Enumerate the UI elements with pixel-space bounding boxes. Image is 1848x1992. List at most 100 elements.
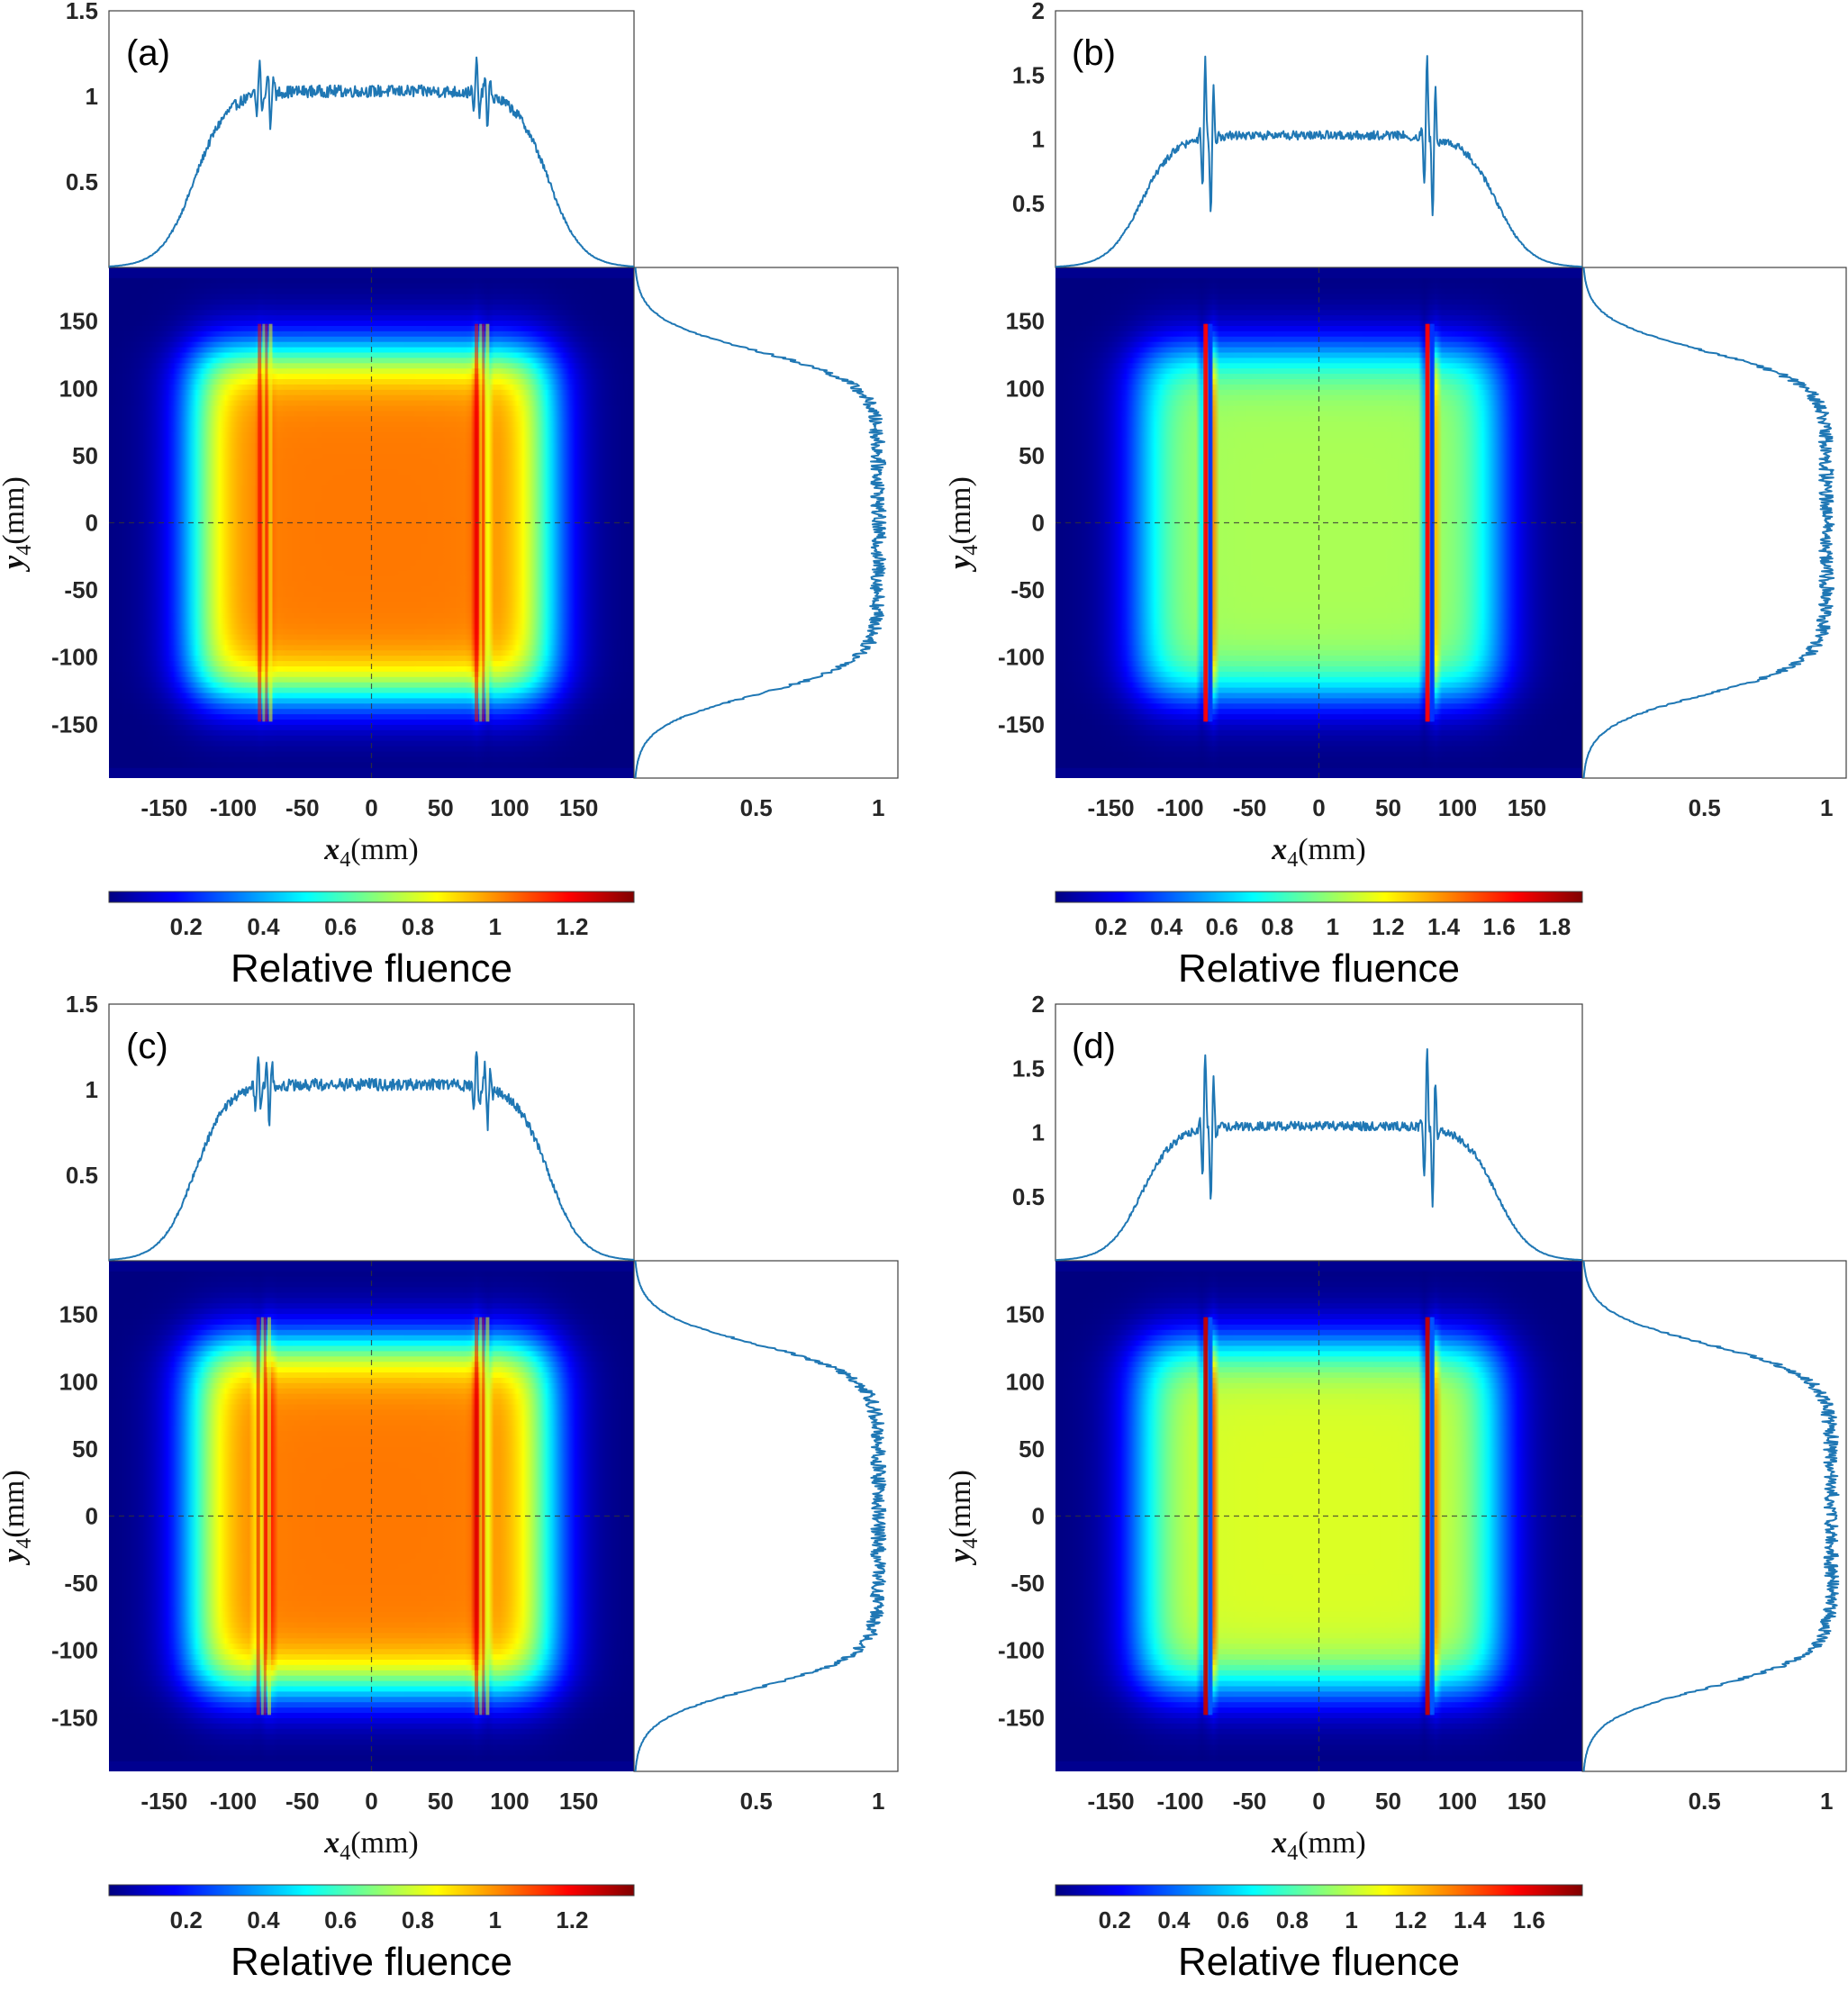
colorbar-strip — [108, 1884, 635, 1897]
colorbar-tick: 0.2 — [1099, 1906, 1131, 1933]
heatmap-row — [109, 720, 634, 726]
heatmap-row — [109, 1404, 634, 1410]
heatmap-row — [1055, 629, 1582, 636]
side-profile-(a): 0.5 1 — [633, 267, 899, 821]
x-tick-label: 100 — [490, 1788, 529, 1815]
x-tick-label: -150 — [1088, 794, 1135, 821]
heatmap-row — [1055, 310, 1582, 316]
heatmap-row — [109, 1643, 634, 1650]
heatmap-row — [1055, 379, 1582, 385]
heatmap-row — [1055, 1441, 1582, 1448]
x-tick-label: 50 — [428, 1788, 454, 1815]
heatmap-row — [109, 448, 634, 455]
heatmap-row — [1055, 1382, 1582, 1390]
heatmap-row — [109, 666, 634, 673]
side-profile-tick: 0.5 — [740, 1788, 773, 1815]
side-profile-tick: 1 — [872, 794, 884, 821]
panel-label: (b) — [1072, 33, 1116, 73]
heatmap-row — [1055, 421, 1582, 428]
top-profile-tick: 1.5 — [1012, 61, 1045, 88]
heatmap-row — [1055, 1574, 1582, 1580]
top-profile-line — [1055, 1048, 1583, 1262]
heatmap-row — [109, 400, 634, 407]
colorbar-tick: 0.4 — [1150, 913, 1183, 940]
colorbar-tick: 1.8 — [1538, 913, 1571, 940]
y-tick-label: -100 — [51, 1637, 98, 1664]
heatmap-row — [109, 1739, 634, 1746]
heatmap-row — [109, 1713, 634, 1719]
x-tick-label: 150 — [559, 794, 598, 821]
colorbar-tick: 1 — [488, 913, 501, 940]
heatmap-row — [109, 1314, 634, 1320]
heatmap-row — [1055, 1372, 1582, 1379]
heatmap-row — [1055, 1335, 1582, 1342]
colorbar-tick: 1 — [1345, 1906, 1357, 1933]
heatmap-row — [1055, 389, 1582, 396]
colorbar-tick: 1 — [488, 1906, 501, 1933]
x-tick-label: 0 — [1312, 794, 1325, 821]
panel-d: -150 -100 -50 0 50 100 150 150 100 50 0 -50 -100 -150… — [944, 991, 1847, 1984]
heatmap-row — [109, 1750, 634, 1756]
top-profile-line — [108, 1051, 635, 1261]
colorbar-title: Relative fluence — [1178, 1940, 1460, 1984]
heatmap-row — [1055, 698, 1582, 704]
heatmap-row — [1055, 1750, 1582, 1756]
colorbar-tick: 1.4 — [1427, 913, 1461, 940]
heatmap-row — [1055, 1505, 1582, 1512]
modulation-streak — [1427, 1317, 1430, 1716]
y-tick-label: -50 — [64, 576, 98, 603]
heatmap-row — [1055, 512, 1582, 519]
heatmap-row — [1055, 458, 1582, 466]
top-profile-tick: 1.5 — [1012, 1055, 1045, 1082]
heatmap-row — [109, 1287, 634, 1294]
heatmap-row — [1055, 539, 1582, 545]
heatmap-row — [1055, 1287, 1582, 1294]
heatmap-row — [1055, 1415, 1582, 1421]
x-axis-label: x4(mm) — [1271, 1826, 1366, 1865]
colorbar-tick: 1.2 — [556, 913, 588, 940]
colorbar-tick: 0.6 — [1217, 1906, 1249, 1933]
heatmap-(d) — [1055, 1261, 1582, 1771]
heatmap-(b) — [1055, 267, 1582, 778]
y-tick-label: 0 — [1032, 1503, 1045, 1530]
heatmap-row — [1055, 1462, 1582, 1469]
heatmap-row — [1055, 1494, 1582, 1501]
heatmap-row — [1055, 618, 1582, 625]
heatmap-row — [1055, 1426, 1582, 1432]
top-profile-tick: 0.5 — [66, 168, 98, 195]
x-tick-label: -50 — [285, 794, 320, 821]
side-profile-frame — [633, 267, 899, 779]
panel-c: -150 -100 -50 0 50 100 150 150 100 50 0 -50 -100 -150… — [0, 991, 899, 1984]
heatmap-row — [1055, 756, 1582, 763]
heatmap-row — [1055, 283, 1582, 290]
modulation-streak — [482, 323, 485, 722]
heatmap-(c) — [109, 1261, 634, 1771]
colorbar-tick: 0.4 — [247, 1906, 280, 1933]
heatmap-row — [109, 1659, 634, 1666]
x-tick-label: 0 — [365, 1788, 377, 1815]
top-profile-tick: 0.5 — [1012, 1183, 1045, 1210]
heatmap-row — [1055, 491, 1582, 497]
heatmap-row — [109, 1372, 634, 1379]
side-profile-line — [1582, 267, 1835, 779]
y-axis-label: y4(mm) — [944, 476, 983, 573]
side-profile-tick: 1 — [1820, 794, 1833, 821]
heatmap-row — [109, 1680, 634, 1688]
panel-label: (a) — [126, 33, 170, 73]
colorbar-tick: 1.2 — [556, 1906, 588, 1933]
heatmap-row — [1055, 1680, 1582, 1688]
heatmap-row — [109, 352, 634, 359]
top-profile-frame — [1055, 1003, 1583, 1262]
heatmap-row — [1055, 581, 1582, 587]
heatmap-row — [109, 698, 634, 704]
heatmap-row — [1055, 1659, 1582, 1666]
heatmap-row — [109, 491, 634, 497]
side-profile-(b): 0.5 1 — [1581, 267, 1847, 821]
y-tick-label: -50 — [1010, 576, 1045, 603]
heatmap-row — [1055, 597, 1582, 603]
heatmap-row — [109, 528, 634, 534]
heatmap-row — [109, 570, 634, 577]
colorbar-tick: 1 — [1327, 913, 1339, 940]
y-tick-label: 50 — [1019, 442, 1045, 469]
modulation-streak — [265, 323, 268, 722]
